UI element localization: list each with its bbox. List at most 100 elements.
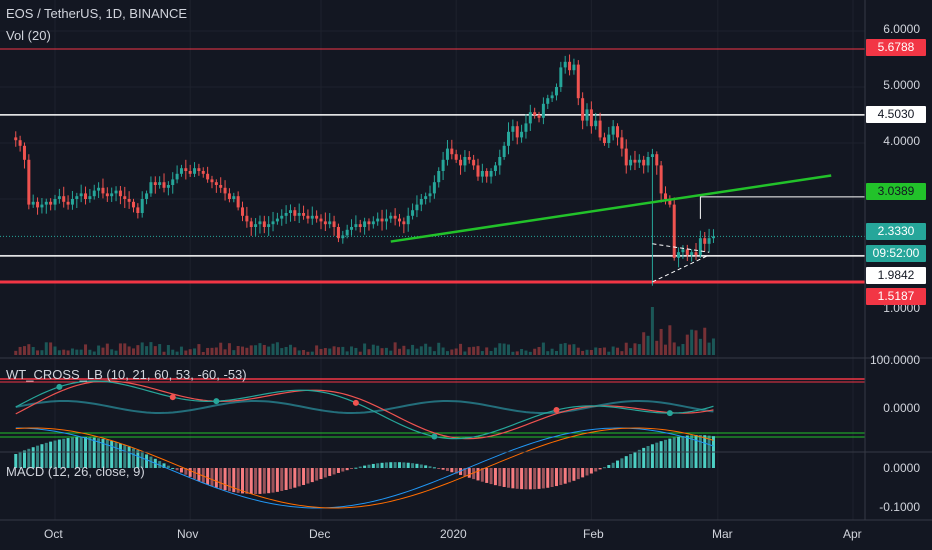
volume-bar	[197, 344, 201, 355]
volume-bar	[223, 349, 227, 355]
volume-bar	[31, 347, 35, 355]
volume-bar	[258, 343, 262, 355]
macd-histogram-bar	[428, 466, 432, 468]
volume-bar	[572, 344, 576, 355]
macd-histogram-bar	[101, 438, 105, 468]
volume-bar	[79, 349, 83, 355]
candle-body	[245, 215, 249, 222]
macd-histogram-bar	[354, 467, 358, 469]
candle-body	[18, 140, 22, 146]
macd-histogram-bar	[602, 467, 606, 469]
candle-body	[384, 218, 388, 222]
volume-bar	[40, 350, 44, 355]
volume-bar	[472, 346, 476, 355]
macd-histogram-bar	[149, 456, 153, 468]
macd-histogram-bar	[22, 450, 26, 468]
candle-body	[22, 145, 26, 160]
candle-body	[502, 145, 506, 157]
volume-bar	[624, 342, 628, 355]
volume-bar	[520, 349, 524, 355]
volume-bar	[193, 348, 197, 355]
macd-line	[15, 427, 714, 509]
candle-body	[559, 67, 563, 87]
volume-bar	[402, 345, 406, 355]
macd-histogram-bar	[589, 468, 593, 474]
x-label-2020: 2020	[440, 527, 467, 541]
macd-histogram-bar	[502, 468, 506, 487]
macd-histogram-bar	[371, 463, 375, 468]
volume-bar	[568, 344, 572, 355]
volume-bar	[127, 346, 131, 355]
candle-body	[411, 210, 415, 216]
macd-histogram-bar	[241, 468, 245, 494]
volume-bar	[554, 350, 558, 355]
candle-body	[450, 148, 454, 155]
candle-body	[668, 199, 672, 205]
volume-bar	[136, 345, 140, 355]
macd-label[interactable]: MACD (12, 26, close, 9)	[6, 464, 145, 479]
candle-body	[201, 171, 205, 174]
wt-cross-dot	[352, 399, 359, 406]
macd-histogram-bar	[515, 468, 519, 489]
candle-body	[659, 165, 663, 194]
symbol-title[interactable]: EOS / TetherUS, 1D, BINANCE	[6, 6, 188, 21]
macd-histogram-bar	[624, 456, 628, 468]
macd-histogram-bar	[136, 450, 140, 468]
volume-bar	[694, 330, 698, 355]
wt-cross-label[interactable]: WT_CROSS_LB (10, 21, 60, 53, -60, -53)	[6, 367, 247, 382]
macd-histogram-bar	[79, 437, 83, 468]
candle-body	[219, 185, 223, 188]
candle-body	[27, 159, 31, 205]
volume-bar	[546, 351, 550, 355]
candle-body	[127, 199, 131, 202]
volume-label[interactable]: Vol (20)	[6, 28, 51, 43]
candle-body	[515, 126, 519, 138]
macd-histogram-bar	[445, 468, 449, 471]
candle-body	[114, 190, 118, 194]
candle-body	[267, 224, 271, 227]
candle-body	[57, 196, 61, 199]
target-marker-line	[699, 196, 865, 219]
candle-body	[293, 210, 297, 216]
candle-body	[489, 171, 493, 177]
volume-bar	[219, 342, 223, 355]
candle-body	[328, 221, 332, 225]
candle-body	[432, 182, 436, 194]
volume-bar	[376, 345, 380, 355]
volume-bar	[629, 348, 633, 355]
candle-body	[685, 249, 689, 255]
volume-bar	[672, 342, 676, 355]
candle-body	[511, 126, 515, 132]
macd-histogram-bar	[158, 461, 162, 468]
candle-body	[175, 173, 179, 180]
wt-cross-dot	[169, 394, 176, 401]
macd-histogram-bar	[576, 468, 580, 480]
volume-bar	[620, 351, 624, 355]
candle-body	[179, 168, 183, 174]
volume-bar	[441, 347, 445, 355]
macd-histogram-bar	[341, 468, 345, 472]
volume-bar	[179, 346, 183, 355]
macd-histogram-bar	[463, 468, 467, 477]
candle-body	[88, 196, 92, 199]
volume-bar	[53, 346, 57, 355]
x-label-nov: Nov	[177, 527, 199, 541]
candle-body	[371, 221, 375, 225]
volume-bar	[175, 351, 179, 355]
candle-body	[75, 196, 79, 199]
candle-body	[650, 154, 654, 157]
macd-histogram-bar	[310, 468, 314, 483]
macd-histogram-bar	[629, 453, 633, 468]
candle-body	[131, 201, 135, 208]
candle-body	[441, 159, 445, 171]
candle-body	[533, 112, 537, 115]
volume-bar	[341, 346, 345, 355]
macd-histogram-bar	[84, 437, 88, 468]
macd-tick-0: 0.0000	[883, 461, 920, 475]
volume-bar	[350, 346, 354, 355]
macd-histogram-bar	[620, 458, 624, 468]
volume-bar	[280, 348, 284, 355]
volume-bar	[27, 344, 31, 355]
macd-histogram-bar	[171, 467, 175, 469]
volume-bar	[607, 351, 611, 355]
